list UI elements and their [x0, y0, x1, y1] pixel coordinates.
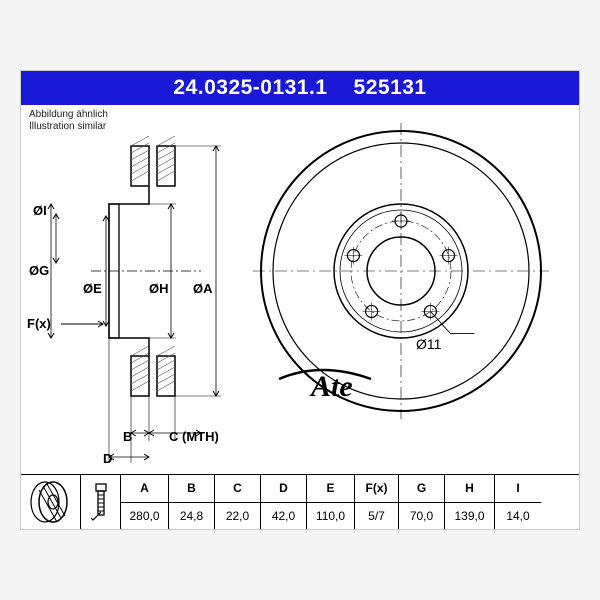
- spec-col-A: A280,0: [121, 475, 169, 529]
- spec-header: H: [445, 475, 494, 503]
- part-number-primary: 24.0325-0131.1: [173, 76, 327, 100]
- disc-icon: [21, 475, 81, 529]
- part-number-secondary: 525131: [354, 76, 427, 100]
- spec-header: B: [169, 475, 214, 503]
- spec-header: A: [121, 475, 168, 503]
- spec-value: 5/7: [355, 503, 398, 530]
- dim-I: ØI: [33, 203, 47, 218]
- dim-E: ØE: [83, 281, 102, 296]
- spec-value: 110,0: [307, 503, 354, 530]
- spec-col-D: D42,0: [261, 475, 307, 529]
- dim-A: ØA: [193, 281, 213, 296]
- technical-drawing: Ate ØI ØG ØE ØH ØA F(x) B D C (MTH) Ø11: [21, 111, 579, 474]
- header-bar: 24.0325-0131.1 525131: [21, 71, 579, 105]
- spec-col-B: B24,8: [169, 475, 215, 529]
- svg-text:Ate: Ate: [309, 370, 353, 403]
- spec-value: 280,0: [121, 503, 168, 530]
- spec-value: 14,0: [495, 503, 541, 530]
- spec-col-H: H139,0: [445, 475, 495, 529]
- spec-value: 42,0: [261, 503, 306, 530]
- spec-table: A280,0B24,8C22,0D42,0E110,0F(x)5/7G70,0H…: [21, 474, 579, 529]
- bolt-icon: [81, 475, 121, 529]
- spec-value: 24,8: [169, 503, 214, 530]
- spec-header: I: [495, 475, 541, 503]
- spec-card: 24.0325-0131.1 525131 Abbildung ähnlich …: [20, 70, 580, 530]
- spec-col-I: I14,0: [495, 475, 541, 529]
- dim-F: F(x): [27, 316, 51, 331]
- bolt-hole-label: Ø11: [416, 336, 441, 352]
- dim-C: C (MTH): [169, 429, 219, 444]
- spec-col-E: E110,0: [307, 475, 355, 529]
- spec-value: 139,0: [445, 503, 494, 530]
- spec-col-Fx: F(x)5/7: [355, 475, 399, 529]
- spec-value: 22,0: [215, 503, 260, 530]
- dim-G: ØG: [29, 263, 49, 278]
- drawing-svg: Ate: [21, 111, 581, 476]
- spec-header: G: [399, 475, 444, 503]
- spec-header: D: [261, 475, 306, 503]
- dim-D: D: [103, 451, 112, 466]
- spec-value: 70,0: [399, 503, 444, 530]
- spec-col-G: G70,0: [399, 475, 445, 529]
- spec-header: E: [307, 475, 354, 503]
- dim-H: ØH: [149, 281, 169, 296]
- dim-B: B: [123, 429, 132, 444]
- spec-header: F(x): [355, 475, 398, 503]
- spec-col-C: C22,0: [215, 475, 261, 529]
- spec-header: C: [215, 475, 260, 503]
